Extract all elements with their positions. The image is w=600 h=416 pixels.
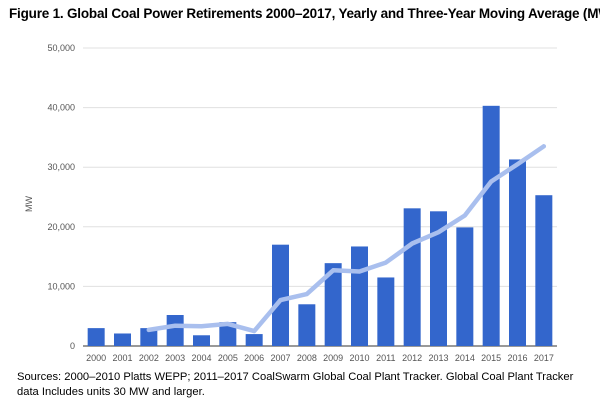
moving-average-point xyxy=(543,145,545,147)
bar-2000 xyxy=(87,328,105,346)
bar-2004 xyxy=(193,335,210,346)
source-note: Sources: 2000–2010 Platts WEPP; 2011–201… xyxy=(17,371,574,398)
bar-2006 xyxy=(245,334,263,346)
moving-average-point xyxy=(411,242,413,244)
x-tick-label: 2001 xyxy=(112,353,132,363)
y-axis-label: MW xyxy=(24,196,34,212)
moving-average-point xyxy=(174,325,176,327)
moving-average-point xyxy=(359,271,360,272)
bar-2007 xyxy=(272,244,289,346)
moving-average-point xyxy=(385,262,387,264)
moving-average-point xyxy=(464,214,466,216)
bar-2005 xyxy=(219,322,237,346)
x-tick-label: 2005 xyxy=(218,353,238,363)
bar-2012 xyxy=(403,208,421,346)
moving-average-line xyxy=(146,144,547,334)
moving-average-point xyxy=(227,323,229,325)
x-tick-label: 2012 xyxy=(402,353,422,363)
x-tick-label: 2010 xyxy=(349,353,369,363)
x-tick-label: 2017 xyxy=(534,353,554,363)
x-tick-label: 2006 xyxy=(244,353,264,363)
y-axis-ticks: 0 10,000 20,000 30,000 40,000 50,000 xyxy=(47,43,75,351)
x-tick-label: 2014 xyxy=(455,353,475,363)
moving-average-point xyxy=(280,299,281,301)
y-tick-label: 20,000 xyxy=(47,222,75,232)
bar-2010 xyxy=(351,246,368,346)
gridlines xyxy=(83,47,557,347)
x-tick-label: 2015 xyxy=(481,353,501,363)
x-tick-label: 2016 xyxy=(507,353,527,363)
moving-average-point xyxy=(517,163,518,165)
chart-title: Figure 1. Global Coal Power Retirements … xyxy=(9,6,600,21)
bar-2009 xyxy=(324,263,342,346)
moving-average-point xyxy=(438,231,439,233)
moving-average-point xyxy=(253,330,255,332)
bar-2015 xyxy=(482,105,500,346)
y-tick-label: 10,000 xyxy=(47,281,75,291)
bar-2013 xyxy=(430,211,447,346)
moving-average-series xyxy=(146,144,547,334)
bar-2002 xyxy=(140,328,158,346)
bar-2011 xyxy=(377,277,395,346)
bar-2008 xyxy=(298,304,316,346)
bar-2014 xyxy=(456,227,474,346)
x-tick-label: 2013 xyxy=(428,353,448,363)
y-tick-label: 40,000 xyxy=(47,103,75,113)
x-tick-label: 2011 xyxy=(376,353,395,363)
x-tick-label: 2002 xyxy=(139,353,159,363)
moving-average-point xyxy=(148,329,150,331)
y-tick-label: 50,000 xyxy=(47,43,75,53)
x-tick-label: 2000 xyxy=(86,353,106,363)
y-tick-label: 0 xyxy=(70,341,75,351)
x-tick-label: 2009 xyxy=(323,353,343,363)
bar-series xyxy=(87,105,553,346)
x-tick-label: 2007 xyxy=(270,353,290,363)
moving-average-point xyxy=(332,269,334,271)
bar-2017 xyxy=(535,195,553,346)
moving-average-point xyxy=(306,293,308,295)
bar-2003 xyxy=(166,315,184,346)
moving-average-point xyxy=(490,181,492,183)
x-tick-label: 2003 xyxy=(165,353,185,363)
x-axis-ticks: 2000 2001 2002 2003 2004 2005 2006 2007 2008 2009… xyxy=(86,353,554,363)
x-tick-label: 2008 xyxy=(297,353,317,363)
x-tick-label: 2004 xyxy=(191,353,211,363)
y-tick-label: 30,000 xyxy=(47,162,75,172)
bar-2016 xyxy=(509,159,526,346)
moving-average-point xyxy=(201,325,202,327)
bar-2001 xyxy=(114,333,131,346)
